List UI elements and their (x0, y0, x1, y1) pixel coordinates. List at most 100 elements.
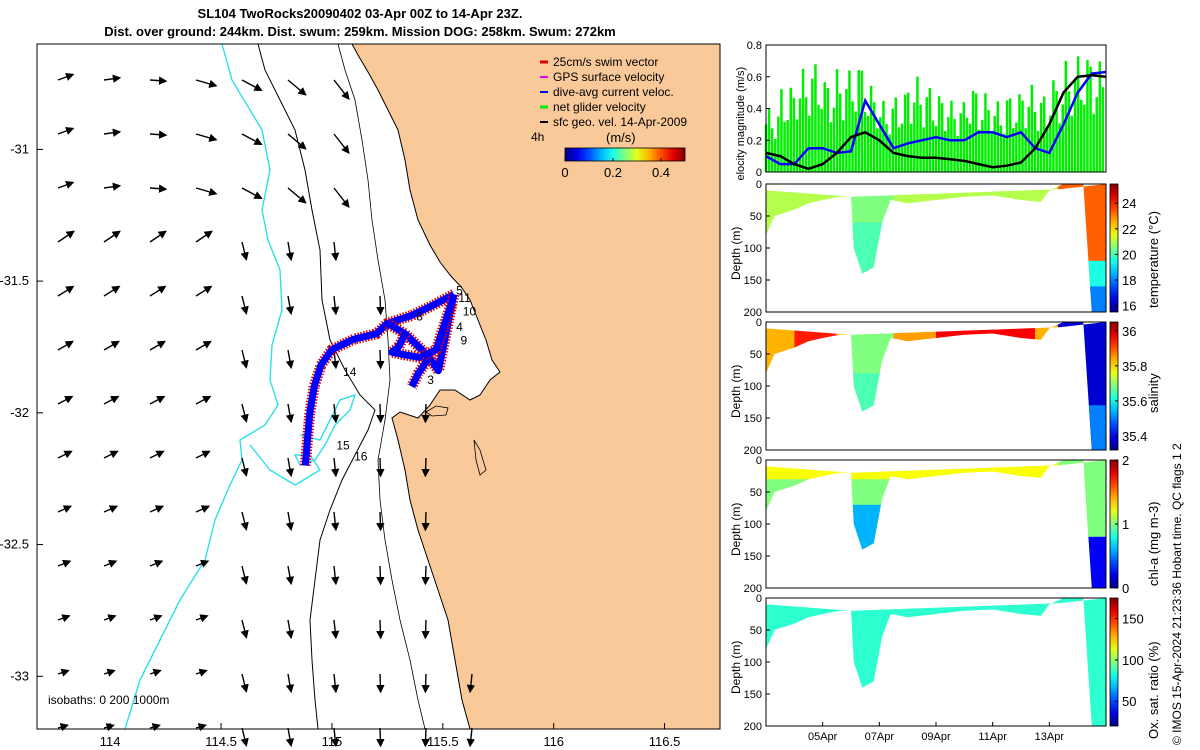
geo-velocity-arrow (285, 511, 295, 532)
rottnest-island (425, 405, 449, 417)
temperature-ytick-label: 50 (750, 211, 762, 223)
geo-velocity-arrow (376, 511, 385, 532)
map-colorbar-tick-label: 0.2 (604, 165, 622, 180)
temperature-ytick-label: 200 (744, 307, 762, 318)
glider-track (299, 289, 460, 466)
temperature-ytick-label: 0 (756, 180, 762, 191)
colorbar-note: 4h (531, 130, 544, 144)
land-area (352, 44, 720, 729)
geo-velocity-arrow (103, 285, 121, 297)
chla-plot: 0 50 100 150 200 0 1 2 (744, 456, 1130, 594)
oxygen-ytick-label: 50 (750, 625, 762, 637)
geo-velocity-arrow (149, 395, 166, 405)
geo-velocity-arrow (195, 668, 208, 677)
geo-velocity-arrow (240, 565, 249, 585)
geo-velocity-arrow (376, 457, 385, 478)
geo-velocity-arrow (421, 511, 430, 532)
salinity-panel: Depth (m) salinity 0 50 100 150 200 35.4 35.6 3… (729, 318, 1161, 456)
geo-velocity-arrow (57, 505, 73, 513)
geo-velocity-arrow (195, 340, 212, 351)
chla-ytick-label: 50 (750, 487, 762, 499)
glider-track-loop (388, 301, 456, 361)
geo-velocity-arrow (285, 403, 295, 424)
geo-velocity-arrow (287, 187, 307, 204)
chla-panel: Depth (m) chl-a (mg m-3) 0 50 100 150 200 0 1 2 (729, 456, 1161, 594)
geo-velocity-arrow (103, 450, 119, 459)
geo-velocity-arrow (421, 673, 430, 694)
geo-velocity-arrow (330, 619, 340, 640)
geo-velocity-arrow (240, 295, 249, 315)
velocity-ytick-label: 0.2 (747, 135, 762, 147)
geo-velocity-arrow (333, 187, 350, 209)
salinity-colorbar (1109, 321, 1119, 451)
geo-velocity-arrow (103, 182, 122, 191)
geo-velocity-arrow (57, 450, 73, 459)
isobath-0 (337, 43, 426, 730)
map-xtick-label: 115.5 (427, 734, 459, 749)
geo-velocity-arrow (421, 403, 430, 424)
track-label: 11 (458, 291, 471, 305)
geo-velocity-arrow (57, 72, 75, 81)
track-label: 4 (456, 320, 463, 334)
geo-velocity-arrow (103, 614, 117, 623)
velocity-ylabel: velocity magnitude (m/s) (735, 67, 747, 180)
geo-velocity-arrow (376, 727, 385, 748)
geo-velocity-arrow (285, 295, 295, 316)
map-colorbar-bar (564, 147, 686, 162)
temperature-colorbar-label: 16 (1122, 299, 1136, 314)
geo-velocity-arrow (240, 457, 249, 477)
geo-velocity-arrow (195, 395, 212, 405)
temperature-colorbar-label: 20 (1122, 247, 1136, 262)
salinity-colorbar-label: 36 (1122, 324, 1136, 339)
velocity-ytick-label: 0 (756, 167, 762, 179)
temperature-clabel: temperature (°C) (1146, 211, 1161, 308)
isobath-label: isobaths: 0 200 1000m (48, 693, 169, 707)
time-xtick-label: 09Apr (921, 731, 951, 743)
geo-velocity-arrow (103, 668, 116, 677)
geo-velocity-arrow (103, 723, 115, 732)
geo-velocity-arrow (376, 349, 385, 370)
salinity-plot: 0 50 100 150 200 35.4 35.6 35.8 36 (744, 318, 1148, 456)
geo-velocity-arrow (285, 565, 295, 586)
legend-geo: sfc geo. vel. 14-Apr-2009 (553, 115, 687, 129)
geo-velocity-arrow (285, 619, 295, 640)
chla-ytick-label: 100 (744, 519, 762, 531)
geo-velocity-arrow (149, 723, 161, 732)
velocity-panel: 0 0.2 0.4 0.6 0.8 velocity magnitude (m/s) (735, 40, 1107, 180)
salinity-plot-bg (766, 322, 1106, 450)
geo-velocity-arrow (240, 349, 249, 369)
geo-velocity-arrow (149, 76, 168, 85)
geo-velocity-arrow (149, 340, 166, 351)
isobath-1000 (257, 43, 376, 730)
colorbar-unit: (m/s) (606, 130, 636, 145)
geo-velocity-arrow (466, 727, 476, 748)
geo-velocity-arrow (149, 614, 163, 623)
track-label: 10 (463, 304, 477, 318)
temperature-colorbar-label: 22 (1122, 222, 1136, 237)
geo-velocity-arrow (195, 559, 210, 568)
geo-velocity-arrow (57, 180, 75, 189)
velocity-ytick-label: 0.6 (747, 72, 762, 84)
chla-ytick-label: 200 (744, 583, 762, 594)
oxygen-plot-bg (766, 598, 1106, 726)
map-colorbar: 0 0.2 0.4 (561, 147, 686, 180)
geo-velocity-arrow (103, 340, 120, 351)
geo-velocity-arrow (195, 723, 207, 732)
geo-velocity-arrow (376, 295, 385, 316)
map-xtick-label: 114.5 (205, 734, 237, 749)
geo-velocity-arrow (149, 285, 167, 297)
oxygen-colorbar (1109, 597, 1119, 727)
legend-gps: GPS surface velocity (553, 70, 664, 84)
geo-velocity-arrow (240, 241, 249, 261)
geo-velocity-arrow (241, 133, 263, 145)
map-xtick-label: 115 (322, 734, 343, 749)
salinity-colorbar-label: 35.6 (1122, 394, 1147, 409)
velocity-ytick-label: 0.8 (747, 40, 762, 52)
geo-velocity-arrow (421, 619, 430, 640)
chla-ylabel: Depth (m) (729, 503, 743, 556)
geo-velocity-arrow (330, 349, 340, 370)
geo-velocity-arrow (149, 450, 165, 459)
chart-title-line1: SL104 TwoRocks20090402 03-Apr 00Z to 14-… (197, 6, 523, 21)
